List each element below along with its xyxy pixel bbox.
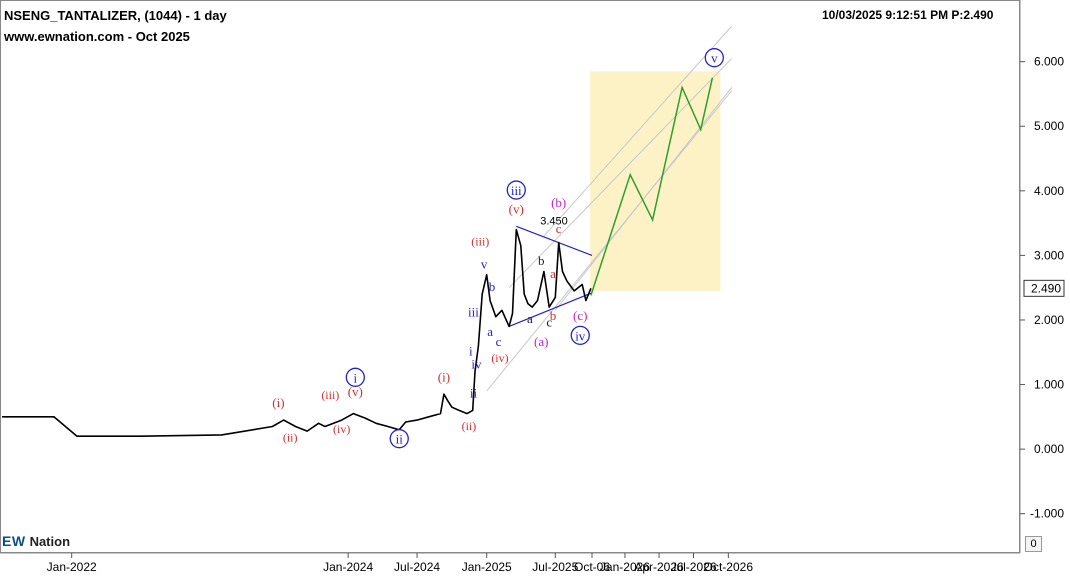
wave-label-27: c — [556, 221, 562, 236]
wave-label-32: v — [711, 51, 718, 66]
wave-label-13: iv — [471, 356, 482, 371]
wave-label-17: a — [487, 324, 493, 339]
triangle-upper-line — [516, 225, 593, 256]
x-tick-label: Jul-2026 — [670, 560, 716, 574]
x-tick-label: Jul-2024 — [394, 560, 440, 574]
y-tick-label: 2.000 — [1034, 313, 1064, 327]
wave-circle-7 — [389, 429, 409, 449]
y-tick-label: 5.000 — [1034, 119, 1064, 133]
wave-label-24: c — [546, 314, 552, 329]
wave-circle-6 — [345, 367, 365, 387]
wave-label-21: (v) — [509, 201, 524, 216]
x-tick-label: Jul-2025 — [532, 560, 578, 574]
logo-mark: EW — [2, 533, 26, 549]
wave-label-1: (i) — [272, 395, 284, 410]
chart-site-subtitle: www.ewnation.com - Oct 2025 — [4, 29, 190, 44]
wave-label-5: (v) — [348, 384, 363, 399]
wave-label-28: a — [550, 266, 556, 281]
wave-label-25: (a) — [534, 334, 548, 349]
channel-line-3 — [508, 58, 733, 289]
forecast-line-1 — [590, 77, 714, 296]
wave-label-14: (iii) — [471, 235, 489, 249]
y-tick-label: 0.000 — [1034, 442, 1064, 456]
timestamp-price: 10/03/2025 9:12:51 PM P:2.490 — [822, 8, 994, 22]
x-tick-label: Jan-2022 — [47, 560, 97, 574]
wave-label-29: b — [550, 308, 557, 323]
wave-label-9: (ii) — [462, 419, 477, 433]
y-tick-label: 6.000 — [1034, 55, 1064, 69]
scroll-reset-button[interactable]: 0 — [1025, 536, 1042, 552]
wave-label-30: (c) — [573, 308, 587, 323]
channel-line-4 — [543, 25, 733, 237]
wave-circle-32 — [704, 48, 724, 68]
x-tick-label: Oct-2026 — [704, 560, 754, 574]
target-zone-box — [590, 71, 721, 291]
wave-label-7: ii — [396, 432, 404, 447]
chart-symbol-title: NSENG_TANTALIZER, (1044) - 1 day — [4, 8, 227, 23]
price-line — [2, 228, 592, 438]
y-tick-label: -1.000 — [1030, 507, 1064, 521]
wave-label-23: a — [527, 311, 533, 326]
y-tick-label: 3.000 — [1034, 248, 1064, 262]
x-tick-label: Jan-2025 — [462, 560, 512, 574]
ewnation-logo: EW Nation — [2, 528, 70, 554]
logo-text: Nation — [29, 533, 71, 549]
wave-label-2: (ii) — [283, 430, 298, 444]
wave-label-16: b — [489, 279, 496, 294]
wave-label-11: ii — [470, 385, 478, 400]
wave-label-3: (iii) — [321, 388, 339, 402]
wave-label-19: (iv) — [491, 351, 508, 365]
wave-circle-31 — [570, 325, 590, 345]
x-tick-label: Apr-2026 — [634, 560, 684, 574]
wave-label-10: i — [469, 343, 473, 358]
wave-label-20: iii — [511, 183, 522, 198]
x-tick-label: Jan-2026 — [600, 560, 650, 574]
triangle-lower-line — [508, 292, 593, 327]
wave-label-4: (iv) — [333, 422, 350, 436]
y-tick-label: 4.000 — [1034, 184, 1064, 198]
last-price-box — [1023, 279, 1065, 297]
y-tick-label: 1.000 — [1034, 378, 1064, 392]
wave-label-8: (i) — [438, 369, 450, 384]
plot-area-border — [0, 0, 1020, 553]
x-tick-label: Jan-2024 — [323, 560, 373, 574]
wave-label-6: i — [354, 370, 358, 385]
wave-circle-20 — [506, 180, 526, 200]
wave-label-12: iii — [468, 305, 479, 320]
x-tick-label: Oct-06 — [574, 560, 610, 574]
last-price-label: 2.490 — [1031, 281, 1061, 295]
wave-label-26: (b) — [551, 195, 566, 210]
wave-label-31: iv — [575, 328, 586, 343]
triangle-high-label: 3.450 — [540, 215, 568, 227]
wave-label-18: c — [496, 334, 502, 349]
wave-label-15: v — [481, 256, 488, 271]
wave-label-22: b — [538, 253, 545, 268]
